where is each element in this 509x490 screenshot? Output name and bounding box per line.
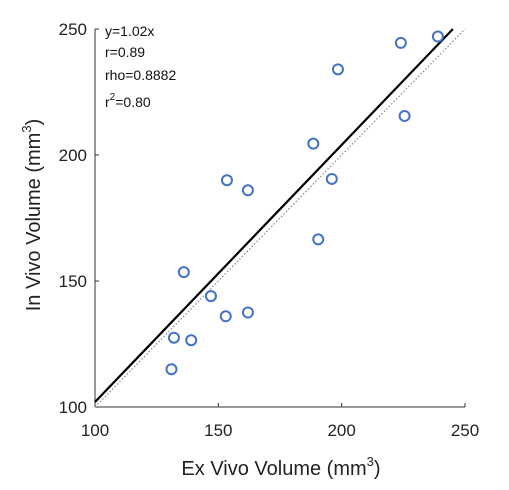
- data-points: [165, 30, 444, 376]
- trend-lines: [94, 28, 466, 408]
- annotation-r-squared: r2=0.80: [105, 92, 151, 110]
- data-point: [219, 310, 232, 323]
- stats-annotation: y=1.02x r=0.89 rho=0.8882 r2=0.80: [105, 23, 176, 110]
- y-tick-label: 200: [59, 146, 87, 165]
- x-tick-label: 200: [327, 421, 355, 440]
- r2-superscript: 2: [110, 92, 116, 103]
- data-point: [331, 63, 344, 76]
- y-axis-title-close: ): [23, 119, 45, 126]
- y-tick-label: 250: [59, 20, 87, 39]
- data-point: [325, 172, 338, 185]
- data-point: [204, 290, 217, 303]
- x-axis-title-main: Ex Vivo Volume (mm: [181, 458, 366, 480]
- data-point: [307, 137, 320, 150]
- data-point: [431, 30, 444, 43]
- x-tick-label: 100: [81, 421, 109, 440]
- x-tick-label: 150: [204, 421, 232, 440]
- x-axis-title-close: ): [374, 458, 381, 480]
- data-point: [177, 266, 190, 279]
- data-point: [220, 174, 233, 187]
- data-point: [241, 184, 254, 197]
- y-tick-label: 100: [59, 398, 87, 417]
- data-point: [167, 331, 180, 344]
- y-axis-title-main: In Vivo Volume (mm: [23, 133, 45, 312]
- data-point: [398, 109, 411, 122]
- data-point: [312, 233, 325, 246]
- data-point: [185, 334, 198, 347]
- y-axis-title-superscript: 3: [19, 125, 34, 132]
- y-axis-title: In Vivo Volume (mm3): [19, 119, 45, 312]
- annotation-pearson-r: r=0.89: [105, 44, 145, 60]
- annotation-fit-equation: y=1.02x: [105, 23, 154, 39]
- identity-line: [94, 28, 466, 408]
- x-tick-label: 250: [451, 421, 479, 440]
- y-tick-label: 150: [59, 272, 87, 291]
- axes: [94, 29, 465, 408]
- data-point: [241, 306, 254, 319]
- data-point: [165, 363, 178, 376]
- r2-base: r: [105, 94, 110, 110]
- ticks: 100 150 200 250 100 150 200 250: [59, 20, 480, 440]
- data-point: [394, 36, 407, 49]
- x-axis-title: Ex Vivo Volume (mm3): [181, 454, 380, 480]
- x-axis-title-superscript: 3: [367, 454, 374, 469]
- annotation-spearman-rho: rho=0.8882: [105, 67, 176, 83]
- fit-line: [94, 28, 454, 403]
- r2-value: =0.80: [115, 94, 151, 110]
